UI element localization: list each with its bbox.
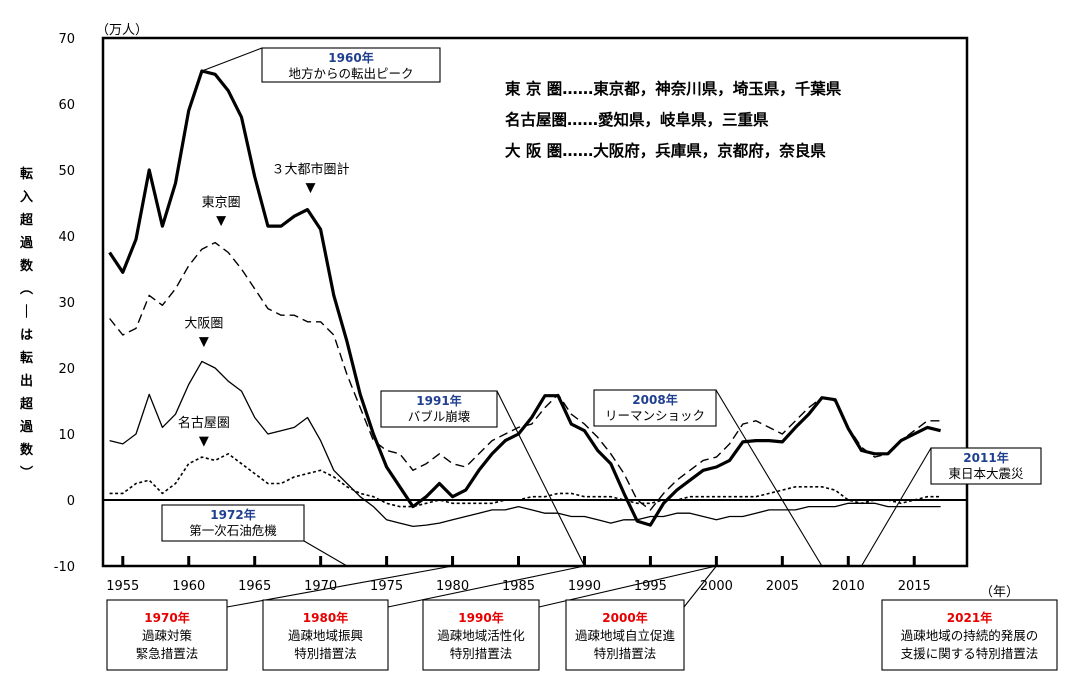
- x-tick-label: 1990: [568, 579, 601, 594]
- law-box: [565, 599, 685, 671]
- law-year: 1990年: [458, 610, 503, 625]
- x-tick-label: 1975: [370, 579, 403, 594]
- law-text: 過疎地域振興: [288, 628, 363, 643]
- series-line-2: [109, 360, 941, 528]
- law-year: 1980年: [303, 610, 348, 625]
- x-tick-label: 2015: [898, 579, 931, 594]
- law-year: 1970年: [144, 610, 189, 625]
- annotation-year: 2008年: [632, 392, 677, 407]
- annotation-box: [930, 447, 1042, 485]
- x-tick-label: 1965: [238, 579, 271, 594]
- law-leader: [683, 565, 717, 608]
- series-label-marker: ▼: [199, 334, 209, 349]
- annotation-text: バブル崩壊: [408, 409, 471, 424]
- x-tick-label: 2000: [700, 579, 733, 594]
- law-text: 緊急措置法: [136, 646, 199, 661]
- annotation-leader: [496, 390, 585, 567]
- x-tick-label: 1960: [172, 579, 205, 594]
- annotation-year: 1972年: [210, 507, 255, 522]
- y-tick-label: 20: [58, 362, 75, 377]
- annotation-leader: [303, 540, 348, 567]
- y-tick-label: 50: [58, 164, 75, 179]
- series-line-3: [109, 452, 941, 508]
- law-text: 特別措置法: [594, 646, 657, 661]
- plot-frame: [101, 36, 969, 568]
- series-line-0: [108, 69, 941, 527]
- annotation-year: 1991年: [416, 393, 461, 408]
- law-text: 過疎対策: [142, 628, 193, 643]
- law-box: [262, 599, 389, 671]
- annotation-text: 第一次石油危機: [189, 523, 277, 538]
- law-year: 2021年: [947, 610, 992, 625]
- annotation-leader: [715, 389, 823, 567]
- annotation-text: 地方からの転出ピーク: [288, 66, 413, 81]
- x-tick-label: 2005: [766, 579, 799, 594]
- series-label: 名古屋圏: [178, 415, 230, 431]
- law-box: [422, 599, 540, 671]
- y-tick-label: -10: [54, 560, 75, 575]
- x-tick-label: 2010: [832, 579, 865, 594]
- law-boxes: 1970年過疎対策緊急措置法1980年過疎地域振興特別措置法1990年過疎地域活…: [106, 565, 1058, 671]
- law-text: 支援に関する特別措置法: [901, 646, 1039, 661]
- series-label-layer: ３大都市圏計 ▼ 東京圏 ▼ 大阪圏 ▼ 名古屋圏 ▼: [178, 162, 350, 450]
- series-layer: [108, 69, 941, 528]
- annotation-year: 1960年: [328, 50, 373, 65]
- x-tick-label: 1980: [436, 579, 469, 594]
- y-tick-label: 10: [58, 428, 75, 443]
- x-unit-label: （年）: [980, 585, 1019, 600]
- y-unit-label: （万人）: [96, 23, 148, 38]
- y-tick-label: 30: [58, 296, 75, 311]
- annotation-year: 2011年: [963, 450, 1008, 465]
- annotation-box: [593, 389, 717, 427]
- law-text: 過疎地域自立促進: [575, 628, 676, 643]
- annotation-text: 東日本大震災: [948, 466, 1024, 481]
- y-tick-label: 70: [58, 32, 75, 47]
- y-tick-label: 40: [58, 230, 75, 245]
- law-leader: [387, 565, 585, 608]
- legend-row: 東 京 圏……東京都，神奈川県，埼玉県，千葉県: [505, 79, 842, 98]
- law-box: [106, 599, 228, 671]
- annotation-box: [380, 390, 498, 428]
- series-label: ３大都市圏計: [271, 162, 349, 178]
- law-text: 過疎地域活性化: [437, 628, 525, 643]
- law-text: 過疎地域の持続的発展の: [901, 628, 1039, 643]
- annotation-text: リーマンショック: [605, 408, 705, 423]
- annotation-box: [261, 47, 441, 83]
- annotation-box: [161, 504, 305, 542]
- y-axis-label: 転入超過数︵｜は転出超過数︶: [19, 166, 34, 481]
- law-text: 特別措置法: [294, 646, 357, 661]
- law-text: 特別措置法: [450, 646, 513, 661]
- law-year: 2000年: [602, 610, 647, 625]
- series-label-marker: ▼: [216, 214, 226, 229]
- law-box: [881, 599, 1058, 671]
- series-label-marker: ▼: [199, 434, 209, 449]
- series-label-marker: ▼: [305, 181, 315, 196]
- y-tick-label: 60: [58, 98, 75, 113]
- annotation-leader: [201, 47, 263, 72]
- series-label: 大阪圏: [184, 316, 223, 331]
- x-tick-label: 1970: [304, 579, 337, 594]
- x-tick-label: 1985: [502, 579, 535, 594]
- legend-row: 名古屋圏……愛知県，岐阜県，三重県: [505, 110, 769, 129]
- x-tick-label: 1955: [106, 579, 139, 594]
- legend-row: 大 阪 圏……大阪府，兵庫県，京都府，奈良県: [505, 141, 826, 160]
- legend: 東 京 圏……東京都，神奈川県，埼玉県，千葉県名古屋圏……愛知県，岐阜県，三重県…: [505, 79, 842, 160]
- annotation-leader: [860, 447, 932, 567]
- y-tick-label: 0: [67, 494, 75, 509]
- series-line-1: [109, 241, 941, 511]
- series-label: 東京圏: [202, 195, 241, 211]
